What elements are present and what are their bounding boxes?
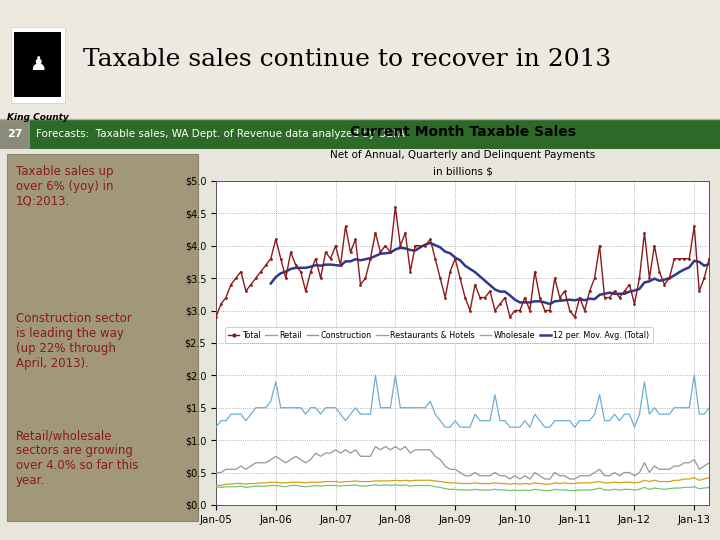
Text: Net of Annual, Quarterly and Delinquent Payments: Net of Annual, Quarterly and Delinquent …: [330, 150, 595, 160]
Text: ♟: ♟: [29, 55, 47, 75]
Bar: [11, 27, 65, 103]
Bar: [30, 119, 720, 148]
Text: in billions $: in billions $: [433, 166, 492, 176]
Text: 27: 27: [7, 129, 23, 139]
Bar: [14, 32, 61, 97]
Text: Taxable sales up
over 6% (yoy) in
1Q:2013.: Taxable sales up over 6% (yoy) in 1Q:201…: [16, 165, 113, 208]
Bar: [0, 0, 720, 119]
Text: Current Month Taxable Sales: Current Month Taxable Sales: [350, 125, 575, 139]
Text: Forecasts:  Taxable sales, WA Dept. of Revenue data analyzed by OEFA: Forecasts: Taxable sales, WA Dept. of Re…: [36, 129, 405, 139]
Text: Taxable sales continue to recover in 2013: Taxable sales continue to recover in 201…: [83, 48, 611, 71]
Bar: [0, 119, 30, 148]
FancyBboxPatch shape: [7, 154, 198, 521]
Text: Construction sector
is leading the way
(up 22% through
April, 2013).: Construction sector is leading the way (…: [16, 312, 132, 370]
Text: Retail/wholesale
sectors are growing
over 4.0% so far this
year.: Retail/wholesale sectors are growing ove…: [16, 429, 138, 487]
Text: King County: King County: [7, 113, 68, 123]
Legend: Total, Retail, Construction, Restaurants & Hotels, Wholesale, 12 per. Mov. Avg. : Total, Retail, Construction, Restaurants…: [225, 327, 652, 343]
